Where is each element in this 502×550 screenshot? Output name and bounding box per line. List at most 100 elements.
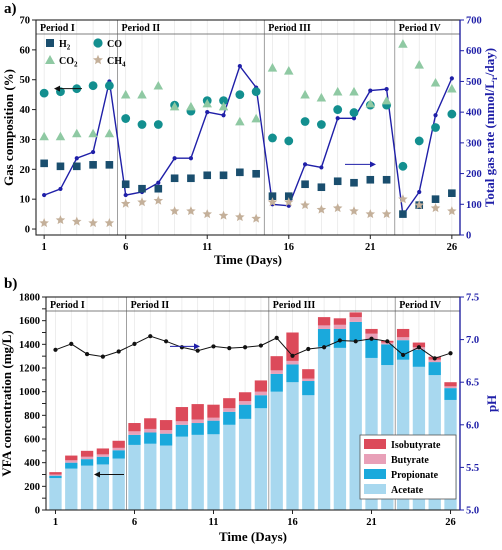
panel-a-period-label-period-iii: Period III [268, 23, 311, 34]
h2-point [382, 175, 391, 184]
legend-swatch-acetate [364, 484, 386, 494]
total-gas-rate-point [188, 156, 194, 161]
ch4-point [300, 200, 310, 210]
bar-segment-butyrate [381, 342, 394, 345]
panel-a-y-tick-label: 0 [25, 225, 30, 236]
ph-point [290, 353, 295, 358]
legend-label-butyrate: Butyrate [391, 455, 429, 466]
left-axis-arrowhead [54, 85, 60, 92]
total-gas-rate-point [205, 110, 210, 115]
bar-segment-butyrate [65, 460, 78, 463]
panel-b-axes: 1 6 11 16 21 26020040060080010001200140016001… [19, 293, 479, 529]
ph-point [116, 349, 121, 354]
panel-b-y2-tick-label: 6.0 [466, 420, 479, 431]
panel-a-x-tick-label: 21 [365, 242, 376, 253]
h2-point [40, 159, 48, 168]
panel-b-y2-tick-label: 6.5 [466, 378, 479, 389]
total-gas-rate-point [335, 116, 340, 121]
total-gas-rate-point [42, 192, 47, 198]
ch4-point [39, 218, 49, 228]
bar-segment-acetate [254, 408, 268, 510]
panel-a-period-label-period-iv: Period IV [399, 23, 442, 34]
panel-b-period-label-period-i: Period I [50, 300, 85, 311]
h2-point [138, 184, 146, 193]
panel-a-period-lines [36, 20, 460, 235]
bar-segment-butyrate [49, 474, 62, 476]
bar-segment-propionate [159, 433, 173, 446]
right-axis-arrowhead [370, 161, 376, 168]
bar-segment-isobutyrate [238, 392, 252, 402]
bar-segment-propionate [175, 424, 189, 437]
h2-point [301, 180, 309, 189]
bar-segment-propionate [396, 340, 410, 360]
panel-a-scatter-points [39, 39, 457, 228]
bar-segment-acetate [144, 443, 157, 510]
panel-b-y-axis-title: VFA concentration (mg/L) [0, 330, 14, 476]
co-point [398, 161, 408, 171]
co2-point [267, 63, 278, 72]
co2-point [398, 39, 408, 48]
co2-point [186, 101, 196, 111]
panel-b-y-tick-label: 600 [24, 435, 40, 446]
total-gas-rate-point [156, 180, 161, 185]
h2-point [268, 192, 277, 200]
bar-segment-propionate [144, 432, 157, 444]
right-axis-arrowhead [194, 343, 200, 350]
co2-point [381, 95, 392, 105]
co-point [39, 88, 49, 98]
bar-segment-butyrate [238, 401, 252, 405]
total-gas-rate-point [449, 76, 454, 81]
co2-point [153, 80, 164, 90]
bar-segment-butyrate [96, 454, 110, 457]
bar-segment-acetate [223, 424, 236, 510]
ph-point [416, 345, 422, 350]
bar-segment-propionate [49, 475, 62, 479]
h2-point [252, 169, 260, 178]
total-gas-rate-point [368, 88, 373, 93]
bar-segment-propionate [317, 328, 331, 347]
bar-segment-isobutyrate [317, 317, 331, 326]
ch4-point [332, 203, 343, 213]
panel-a-y-tick-label: 40 [20, 105, 31, 116]
ph-point [369, 336, 374, 341]
co2-point [284, 66, 294, 75]
panel-b-x-tick-label: 11 [209, 517, 219, 528]
co-point [251, 87, 261, 97]
bar-segment-isobutyrate [349, 312, 362, 318]
co2-point [169, 101, 180, 111]
ph-point [179, 345, 184, 350]
ph-point [242, 345, 248, 350]
co-point [414, 136, 424, 146]
legend-label-h2: H2 [59, 39, 71, 52]
panel-a-axes: 1 6 11 16 21 26010203040506070010020030040050… [20, 16, 482, 254]
bar-segment-propionate [112, 450, 125, 459]
ch4-point [55, 215, 66, 225]
bar-segment-propionate [96, 456, 110, 465]
h2-point [187, 174, 195, 183]
bar-segment-isobutyrate [207, 404, 220, 418]
legend-swatch-propionate [364, 469, 386, 479]
panel-a-y2-axis-title-text: Total gas rate (mmol/Lr/day) [482, 48, 499, 207]
legend-label-ch4: CH4 [107, 56, 126, 69]
h2-point [399, 210, 407, 218]
panel-a-x-tick-label: 26 [447, 242, 458, 253]
co2-point [72, 128, 82, 138]
ch4-point [153, 195, 164, 205]
panel-a-gas-rate-line [42, 63, 454, 218]
ph-point [69, 341, 74, 346]
ph-point [306, 346, 311, 352]
bar-segment-acetate [96, 464, 110, 510]
total-gas-rate-point [74, 156, 79, 161]
co2-point [332, 86, 343, 96]
panel-a-y2-tick-label: 600 [466, 46, 482, 57]
panel-b-label: b) [4, 276, 17, 292]
legend-label-isobutyrate: Isobutyrate [391, 440, 441, 451]
panel-b-legend: Isobutyrate Butyrate Propionate Acetate [359, 434, 457, 500]
co-point [153, 120, 163, 129]
legend-marker-ch4 [93, 54, 103, 65]
panel-b-period-label-period-iv: Period IV [399, 300, 442, 311]
bar-segment-butyrate [428, 359, 441, 363]
total-gas-rate-point [123, 192, 128, 198]
bar-segment-butyrate [128, 431, 141, 435]
bar-segment-isobutyrate [191, 404, 204, 420]
